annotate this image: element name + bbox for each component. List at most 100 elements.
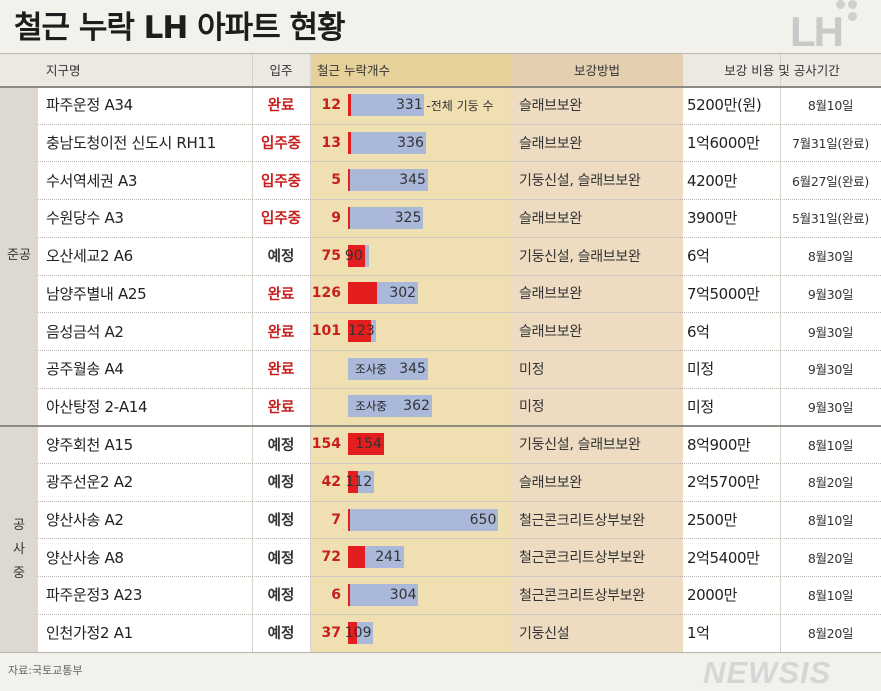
total-columns-annotation: -전체 기둥 수 (426, 98, 494, 113)
total-columns-bar (348, 206, 423, 229)
missing-rebar-bar (348, 621, 357, 644)
missing-count-label: 7 (331, 511, 341, 528)
reinforcement-method: 슬래브보완 (519, 97, 582, 114)
total-columns-label: 331 (396, 96, 423, 113)
row-divider (38, 349, 881, 351)
district-name: 파주운정 A34 (46, 96, 133, 115)
header-top-line (0, 53, 881, 54)
total-columns-label: 650 (469, 511, 497, 528)
reinforcement-cost: 3900만 (687, 209, 737, 228)
row-divider (38, 463, 881, 464)
missing-count-label: 126 (311, 285, 341, 302)
occupancy-status: 예정 (267, 626, 295, 643)
district-name: 음성금석 A2 (46, 322, 124, 341)
header-status: 입주 (269, 63, 293, 78)
reinforcement-method: 슬래브보완 (519, 135, 582, 152)
missing-count-label: 154 (311, 436, 341, 453)
occupancy-status: 완료 (267, 286, 295, 303)
row-divider (38, 199, 881, 201)
reinforcement-method: 기둥신설, 슬래브보완 (519, 173, 641, 190)
group-column-band (0, 53, 38, 652)
district-name: 인천가정2 A1 (46, 624, 133, 643)
total-columns-label: 154 (355, 436, 382, 453)
total-columns-bar (348, 583, 419, 606)
column-divider-missing (310, 53, 311, 652)
district-name: 수원당수 A3 (46, 209, 124, 228)
construction-period: 8월20일 (807, 626, 854, 642)
reinforcement-cost: 미정 (687, 397, 714, 416)
missing-count-label: 5 (331, 172, 341, 189)
construction-period: 8월20일 (807, 550, 854, 566)
method-column-band (511, 53, 683, 652)
column-divider-status (252, 53, 253, 652)
reinforcement-cost: 2500만 (687, 511, 737, 530)
missing-count-label: 42 (321, 473, 341, 490)
construction-period: 8월10일 (807, 437, 854, 453)
missing-count-label: 9 (331, 209, 341, 226)
construction-period: 8월20일 (807, 475, 854, 491)
under-survey-label: 조사중 (355, 361, 387, 376)
missing-rebar-bar (348, 131, 351, 154)
group-label: 준공 (7, 247, 31, 263)
occupancy-status: 완료 (267, 98, 295, 115)
total-columns-label: 362 (403, 398, 430, 415)
row-divider (38, 123, 881, 125)
missing-rebar-bar (348, 470, 358, 493)
occupancy-status: 입주중 (260, 211, 302, 228)
reinforcement-cost: 7억5000만 (687, 284, 760, 303)
lh-logo: LH (790, 8, 844, 55)
total-columns-bar (348, 93, 425, 116)
reinforcement-cost: 6억 (687, 322, 710, 341)
missing-rebar-bar (348, 583, 350, 606)
total-columns-label: 90 (344, 247, 363, 264)
newsis-watermark: NEWSIS (703, 655, 832, 690)
construction-period: 7월31일(완료) (792, 136, 869, 152)
construction-period: 9월30일 (807, 362, 854, 378)
cost-column-band (683, 53, 881, 652)
reinforcement-cost: 1억 (687, 624, 710, 643)
group-label: 공사 중 (13, 518, 25, 582)
missing-rebar-bar (348, 169, 350, 192)
header-cost_period: 보강 비용 및 공사기간 (724, 63, 840, 78)
construction-period: 8월10일 (807, 588, 854, 604)
district-name: 남양주별내 A25 (46, 284, 147, 303)
total-columns-bar (348, 508, 498, 531)
reinforcement-method: 슬래브보완 (519, 210, 582, 227)
row-divider (38, 613, 881, 615)
header-band-cost (683, 53, 881, 86)
missing-count-label: 12 (321, 96, 341, 113)
missing-rebar-bar (348, 546, 365, 569)
row-divider (38, 236, 881, 238)
total-columns-label: 302 (389, 285, 417, 302)
reinforcement-cost: 8억900만 (687, 435, 751, 454)
occupancy-status: 예정 (267, 437, 295, 454)
reinforcement-cost: 2억5400만 (687, 548, 760, 567)
occupancy-status: 완료 (267, 362, 295, 379)
reinforcement-method: 슬래브보완 (519, 474, 582, 491)
row-divider (38, 274, 881, 276)
construction-period: 6월27일(완료) (792, 173, 869, 189)
reinforcement-cost: 4200만 (687, 171, 737, 190)
reinforcement-method: 슬래브보완 (519, 324, 582, 341)
missing-rebar-bar (348, 320, 372, 343)
reinforcement-method: 기둥신설, 슬래브보완 (519, 248, 641, 265)
missing-rebar-bar (348, 93, 351, 116)
row-divider (38, 576, 881, 578)
reinforcement-method: 철근콘크리트상부보완 (519, 512, 645, 529)
district-name: 광주선운2 A2 (46, 473, 133, 492)
occupancy-status: 입주중 (260, 136, 302, 153)
row-divider (38, 312, 881, 314)
reinforcement-method: 미정 (519, 399, 545, 416)
reinforcement-method: 미정 (519, 361, 545, 378)
page-title: 철근 누락 LH 아파트 현황 (14, 10, 346, 46)
total-columns-label: 123 (348, 323, 375, 340)
total-columns-label: 241 (375, 549, 402, 566)
total-columns-bar (348, 357, 428, 380)
source-credit: 자료:국토교통부 (8, 664, 83, 677)
district-name: 충남도청이전 신도시 RH11 (46, 134, 217, 153)
row-divider (38, 387, 881, 389)
header-band-left (0, 53, 310, 86)
missing-rebar-bar (348, 508, 350, 531)
construction-period: 8월30일 (807, 249, 854, 265)
